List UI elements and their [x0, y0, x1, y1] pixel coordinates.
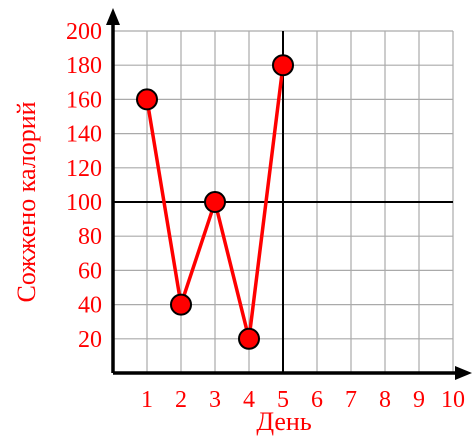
data-series — [136, 54, 294, 350]
y-axis-title: Сожжено калорий — [12, 101, 41, 302]
data-point — [170, 293, 192, 316]
y-tick-label: 160 — [66, 87, 102, 113]
x-tick-labels: 1 2 3 4 5 6 7 8 9 10 — [141, 387, 465, 413]
x-tick-label: 2 — [175, 387, 187, 413]
y-tick-label: 120 — [66, 156, 102, 182]
x-tick-label: 4 — [243, 387, 255, 413]
y-tick-label: 40 — [78, 293, 102, 319]
x-axis-arrow — [455, 366, 472, 380]
data-point — [272, 54, 294, 77]
x-tick-label: 3 — [209, 387, 221, 413]
y-axis-arrow — [106, 8, 120, 25]
y-tick-label: 200 — [66, 19, 102, 45]
y-tick-labels: 20 40 60 80 100 120 140 160 180 200 — [66, 19, 102, 353]
y-tick-label: 80 — [78, 224, 102, 250]
x-tick-label: 5 — [277, 387, 289, 413]
data-point — [204, 191, 226, 213]
y-tick-label: 60 — [78, 258, 102, 284]
data-point — [238, 327, 260, 350]
x-axis-title: День — [256, 407, 312, 436]
data-point — [136, 88, 158, 111]
x-tick-label: 7 — [345, 387, 357, 413]
y-tick-label: 180 — [66, 53, 102, 79]
y-tick-label: 100 — [66, 190, 102, 216]
x-tick-label: 10 — [441, 387, 465, 413]
x-tick-label: 9 — [413, 387, 425, 413]
reference-lines — [113, 31, 453, 373]
x-tick-label: 1 — [141, 387, 153, 413]
y-tick-label: 140 — [66, 122, 102, 148]
x-tick-label: 6 — [311, 387, 323, 413]
x-tick-label: 8 — [379, 387, 391, 413]
y-tick-label: 20 — [78, 327, 102, 353]
axes — [106, 8, 472, 380]
